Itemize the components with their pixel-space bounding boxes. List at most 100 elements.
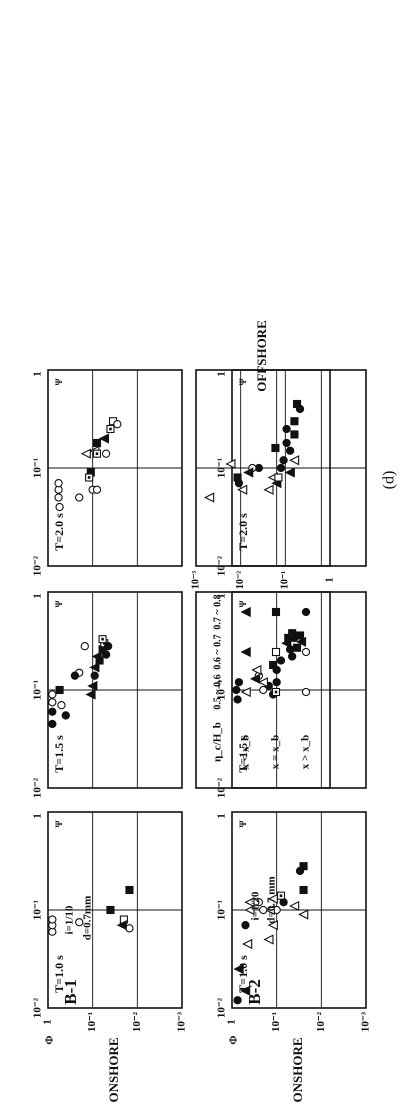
panel-1-point-8 — [48, 915, 57, 924]
panel-2-point-8 — [90, 671, 99, 680]
panel-3-point-6 — [98, 433, 110, 444]
panel-2-point-9 — [87, 680, 98, 692]
panel-3-psi-label: Ψ — [54, 378, 64, 385]
panel-2-point-7 — [89, 662, 100, 673]
panel-2-point-14 — [55, 685, 64, 695]
legend-header: η_c/H_b — [212, 722, 224, 762]
legend-row-1: x = x_b — [270, 735, 282, 769]
legend-row-0: x < x_b — [240, 735, 252, 769]
panel-1-point-3 — [125, 885, 134, 895]
panel-1-psi-label: Ψ — [54, 820, 64, 827]
panel-5-xtick-2: 1 — [216, 593, 228, 599]
slope-label-b1: i=1/10 — [64, 905, 76, 934]
panel-6-point-8 — [284, 467, 295, 478]
panel-5-point-8 — [288, 629, 297, 638]
panel-3-point-17 — [54, 479, 63, 488]
offshore-point-1 — [271, 443, 280, 453]
panel-3-xtick-2: 1 — [32, 371, 44, 377]
offshore-phi-tick-3: 1 — [324, 578, 335, 583]
panel-5-point-21 — [233, 695, 242, 704]
slope-label-b2: i=1/20 — [250, 891, 262, 920]
panel-5-point-15 — [259, 685, 268, 695]
panel-3-point-14 — [55, 502, 64, 512]
data-marks — [48, 399, 311, 1005]
offshore-label: OFFSHORE — [254, 320, 269, 392]
panel-3-point-5 — [101, 449, 111, 458]
panel-5-point-18 — [251, 664, 262, 676]
panel-6-xtick-1: 10⁻¹ — [216, 458, 228, 478]
offshore-phi-tick-0: 10⁻³ — [190, 571, 201, 589]
offshore-point-2 — [243, 467, 254, 478]
case-label-b1: B-1 — [61, 979, 80, 1005]
panel-2-point-5 — [104, 642, 113, 651]
panel-3-point-3 — [92, 438, 102, 448]
panel-4-psi-label: Ψ — [238, 820, 248, 827]
panel-5-xtick-1: 10⁻¹ — [216, 680, 228, 700]
panel-5-psi-label: Ψ — [238, 600, 248, 607]
panel-4-xtick-0: 10⁻² — [216, 997, 228, 1018]
legend-marker-0-0 — [240, 686, 251, 698]
grain-label-b1: d=0.7mm — [82, 896, 94, 940]
panel-6-point-10 — [276, 463, 286, 473]
panel-2-point-16 — [61, 711, 70, 720]
panel-4-point-1 — [299, 862, 308, 871]
panel-2-point-12 — [70, 671, 80, 680]
panel-2-xtick-0: 10⁻² — [32, 777, 44, 798]
phi-tick-1-2: 10⁻² — [315, 1011, 327, 1032]
text-labels: 10⁻² 10⁻¹ 1 Ψ T=1.0 s 10⁻² 10⁻¹ 1 Ψ T=1.5 s 10⁻² 10… — [32, 320, 398, 1102]
panel-5-period: T=1.5 s — [236, 735, 250, 773]
panel-4-point-15 — [244, 897, 255, 908]
offshore-point-3 — [237, 484, 248, 495]
panel-4-point-11 — [263, 934, 274, 945]
panel-1-point-1 — [125, 924, 134, 933]
panel-3-point-13 — [75, 493, 84, 502]
panel-4-point-2 — [299, 885, 308, 895]
panel-4-xtick-2: 1 — [216, 813, 228, 819]
legend-marker-1-0-dot — [274, 690, 278, 694]
panel-4-period: T=1.0 s — [236, 955, 250, 993]
panel-2-psi-label: Ψ — [54, 600, 64, 607]
panel-6-period: T=2.0 s — [236, 513, 250, 551]
legend-marker-0-1 — [240, 646, 251, 658]
panel-4-point-17 — [242, 938, 253, 950]
offshore-phi-tick-1: 10⁻² — [235, 571, 246, 589]
panel-4-point-12 — [259, 905, 268, 915]
phi-tick-0-0: 1 — [42, 1019, 54, 1025]
phi-tick-1-1: 10⁻¹ — [270, 1012, 282, 1032]
offshore-phi-tick-2: 10⁻¹ — [280, 571, 291, 589]
panel-2-point-4 — [101, 650, 111, 659]
offshore-point-0 — [274, 473, 283, 482]
panel-2-point-15 — [57, 701, 66, 710]
panel-6-point-6 — [282, 424, 291, 434]
phi-tick-0-3: 10⁻³ — [176, 1011, 188, 1032]
panel-1-point-5 — [75, 918, 84, 927]
panel-4-point-21 — [241, 921, 250, 930]
panel-5-point-22 — [234, 678, 244, 687]
offshore-point-5 — [204, 492, 215, 503]
panel-4-point-20 — [240, 985, 251, 996]
panel-5-point-20 — [232, 685, 241, 695]
panel-6-point-1 — [292, 399, 302, 409]
legend-marker-2-2 — [301, 607, 311, 617]
panel-6-xtick-2: 1 — [216, 371, 228, 377]
panel-2-point-2-dot — [102, 641, 106, 645]
panel-4-point-18 — [233, 963, 244, 975]
figure-panel-label: (d) — [381, 471, 398, 490]
legend-marker-1-2 — [271, 607, 281, 617]
panel-3-point-10-dot — [87, 476, 91, 479]
panel-6-point-5 — [282, 438, 291, 448]
panel-2-point-6 — [91, 651, 102, 662]
panel-2-point-18 — [48, 707, 57, 716]
onshore-label-0: ONSHORE — [106, 1037, 121, 1102]
panel-6-point-4 — [285, 446, 295, 455]
panel-5-point-1 — [295, 636, 307, 647]
panel-5-point-12 — [272, 678, 281, 687]
legend-marker-2-0 — [301, 687, 311, 697]
phi-tick-1-3: 10⁻³ — [360, 1011, 372, 1032]
panel-2-period: T=1.5 s — [52, 735, 66, 773]
panel-1-xtick-2: 1 — [32, 813, 44, 819]
panel-5-point-3 — [288, 652, 297, 661]
panel-6-point-12 — [263, 484, 274, 495]
phi-label-0: Φ — [44, 1035, 56, 1044]
panel-4-point-19 — [233, 996, 242, 1005]
